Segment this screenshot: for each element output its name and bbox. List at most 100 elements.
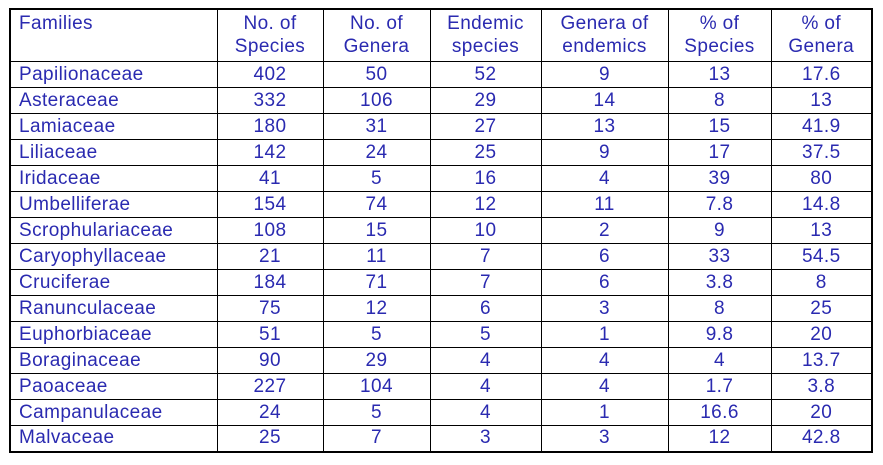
value-cell: 11 — [540, 191, 669, 218]
value-cell: 402 — [216, 61, 324, 88]
value-cell: 16 — [429, 165, 542, 192]
value-cell: 24 — [322, 139, 431, 166]
value-cell: 1.7 — [667, 373, 772, 400]
family-name-cell: Boraginaceae — [9, 347, 218, 374]
family-name-cell: Campanulaceae — [9, 399, 218, 426]
value-cell: 142 — [216, 139, 324, 166]
value-cell: 29 — [429, 87, 542, 114]
column-header-no-of-genera: No. of Genera — [322, 8, 431, 62]
value-cell: 37.5 — [770, 139, 873, 166]
value-cell: 13 — [540, 113, 669, 140]
family-name-cell: Papilionaceae — [9, 61, 218, 88]
column-header-genera-of-endemics: Genera of endemics — [540, 8, 669, 62]
family-name-cell: Lamiaceae — [9, 113, 218, 140]
table-row: Asteraceae 332 106 29 14 8 13 — [9, 87, 873, 114]
value-cell: 24 — [216, 399, 324, 426]
endemic-families-table: Families No. of Species No. of Genera En… — [9, 8, 873, 453]
value-cell: 20 — [770, 399, 873, 426]
table-row: Cruciferae 184 71 7 6 3.8 8 — [9, 269, 873, 296]
family-name-cell: Caryophyllaceae — [9, 243, 218, 270]
value-cell: 3 — [540, 425, 669, 452]
value-cell: 5 — [322, 165, 431, 192]
table-header: Families No. of Species No. of Genera En… — [9, 8, 873, 62]
value-cell: 27 — [429, 113, 542, 140]
value-cell: 8 — [667, 87, 772, 114]
family-name-cell: Paoaceae — [9, 373, 218, 400]
value-cell: 74 — [322, 191, 431, 218]
value-cell: 3 — [540, 295, 669, 322]
value-cell: 12 — [667, 425, 772, 452]
family-name-cell: Euphorbiaceae — [9, 321, 218, 348]
value-cell: 16.6 — [667, 399, 772, 426]
column-header-pct-of-species: % of Species — [667, 8, 772, 62]
table-row: Umbelliferae 154 74 12 11 7.8 14.8 — [9, 191, 873, 218]
value-cell: 5 — [429, 321, 542, 348]
value-cell: 7 — [322, 425, 431, 452]
table-row: Scrophulariaceae 108 15 10 2 9 13 — [9, 217, 873, 244]
value-cell: 13.7 — [770, 347, 873, 374]
value-cell: 227 — [216, 373, 324, 400]
value-cell: 7 — [429, 269, 542, 296]
table-row: Malvaceae 25 7 3 3 12 42.8 — [9, 425, 873, 452]
value-cell: 13 — [667, 61, 772, 88]
value-cell: 29 — [322, 347, 431, 374]
value-cell: 71 — [322, 269, 431, 296]
value-cell: 8 — [667, 295, 772, 322]
value-cell: 332 — [216, 87, 324, 114]
value-cell: 4 — [540, 373, 669, 400]
value-cell: 13 — [770, 87, 873, 114]
value-cell: 10 — [429, 217, 542, 244]
value-cell: 17.6 — [770, 61, 873, 88]
value-cell: 17 — [667, 139, 772, 166]
table-row: Boraginaceae 90 29 4 4 4 13.7 — [9, 347, 873, 374]
family-name-cell: Scrophulariaceae — [9, 217, 218, 244]
column-header-families: Families — [9, 8, 218, 62]
value-cell: 41 — [216, 165, 324, 192]
table-row: Iridaceae 41 5 16 4 39 80 — [9, 165, 873, 192]
value-cell: 42.8 — [770, 425, 873, 452]
value-cell: 1 — [540, 399, 669, 426]
value-cell: 4 — [540, 347, 669, 374]
value-cell: 6 — [540, 269, 669, 296]
table-row: Papilionaceae 402 50 52 9 13 17.6 — [9, 61, 873, 88]
value-cell: 5 — [322, 321, 431, 348]
table-row: Paoaceae 227 104 4 4 1.7 3.8 — [9, 373, 873, 400]
value-cell: 51 — [216, 321, 324, 348]
family-name-cell: Ranunculaceae — [9, 295, 218, 322]
value-cell: 184 — [216, 269, 324, 296]
table-body: Papilionaceae 402 50 52 9 13 17.6 Asteraceae 332… — [9, 61, 873, 452]
value-cell: 11 — [322, 243, 431, 270]
value-cell: 7 — [429, 243, 542, 270]
value-cell: 7.8 — [667, 191, 772, 218]
value-cell: 33 — [667, 243, 772, 270]
value-cell: 4 — [429, 373, 542, 400]
value-cell: 9 — [540, 61, 669, 88]
column-header-pct-of-genera: % of Genera — [770, 8, 873, 62]
value-cell: 4 — [429, 399, 542, 426]
value-cell: 4 — [667, 347, 772, 374]
value-cell: 15 — [667, 113, 772, 140]
value-cell: 104 — [322, 373, 431, 400]
column-header-no-of-species: No. of Species — [216, 8, 324, 62]
value-cell: 14.8 — [770, 191, 873, 218]
value-cell: 3.8 — [667, 269, 772, 296]
value-cell: 25 — [429, 139, 542, 166]
table-row: Caryophyllaceae 21 11 7 6 33 54.5 — [9, 243, 873, 270]
value-cell: 154 — [216, 191, 324, 218]
table-row: Euphorbiaceae 51 5 5 1 9.8 20 — [9, 321, 873, 348]
value-cell: 15 — [322, 217, 431, 244]
value-cell: 31 — [322, 113, 431, 140]
value-cell: 8 — [770, 269, 873, 296]
family-name-cell: Iridaceae — [9, 165, 218, 192]
value-cell: 12 — [429, 191, 542, 218]
value-cell: 41.9 — [770, 113, 873, 140]
value-cell: 13 — [770, 217, 873, 244]
value-cell: 25 — [216, 425, 324, 452]
value-cell: 52 — [429, 61, 542, 88]
table-row: Campanulaceae 24 5 4 1 16.6 20 — [9, 399, 873, 426]
value-cell: 54.5 — [770, 243, 873, 270]
value-cell: 9 — [667, 217, 772, 244]
value-cell: 20 — [770, 321, 873, 348]
table-row: Ranunculaceae 75 12 6 3 8 25 — [9, 295, 873, 322]
